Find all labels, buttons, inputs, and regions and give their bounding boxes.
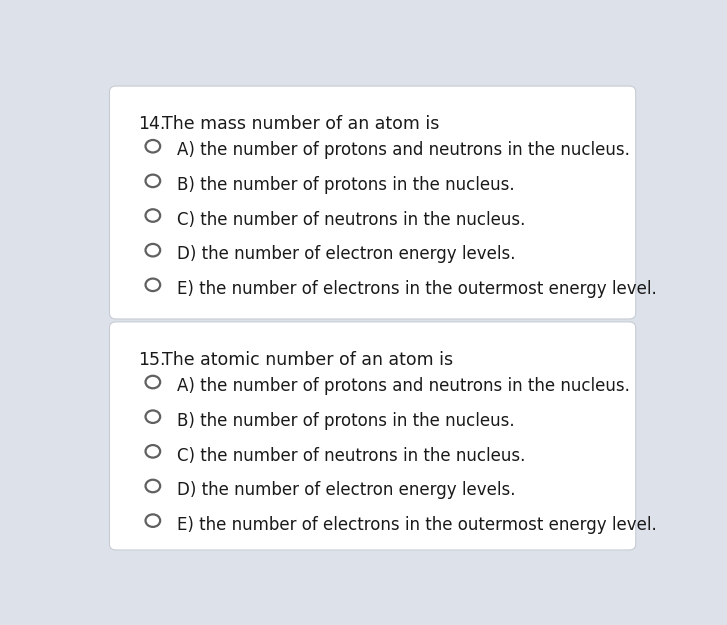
- Circle shape: [145, 514, 160, 527]
- Circle shape: [145, 244, 160, 256]
- Text: The atomic number of an atom is: The atomic number of an atom is: [162, 351, 454, 369]
- FancyBboxPatch shape: [110, 86, 635, 319]
- Text: 15.: 15.: [137, 351, 165, 369]
- Text: C) the number of neutrons in the nucleus.: C) the number of neutrons in the nucleus…: [177, 446, 526, 464]
- Circle shape: [145, 376, 160, 388]
- Text: A) the number of protons and neutrons in the nucleus.: A) the number of protons and neutrons in…: [177, 378, 630, 395]
- Circle shape: [145, 279, 160, 291]
- Text: E) the number of electrons in the outermost energy level.: E) the number of electrons in the outerm…: [177, 516, 656, 534]
- Circle shape: [145, 480, 160, 492]
- Text: A) the number of protons and neutrons in the nucleus.: A) the number of protons and neutrons in…: [177, 141, 630, 159]
- Circle shape: [145, 209, 160, 222]
- Text: B) the number of protons in the nucleus.: B) the number of protons in the nucleus.: [177, 176, 515, 194]
- Text: C) the number of neutrons in the nucleus.: C) the number of neutrons in the nucleus…: [177, 211, 526, 229]
- Circle shape: [145, 140, 160, 152]
- Text: D) the number of electron energy levels.: D) the number of electron energy levels.: [177, 481, 515, 499]
- Text: 14.: 14.: [137, 115, 165, 133]
- Circle shape: [145, 445, 160, 458]
- Text: E) the number of electrons in the outermost energy level.: E) the number of electrons in the outerm…: [177, 280, 656, 298]
- Circle shape: [145, 411, 160, 423]
- Circle shape: [145, 174, 160, 187]
- FancyBboxPatch shape: [110, 322, 635, 550]
- Text: The mass number of an atom is: The mass number of an atom is: [162, 115, 440, 133]
- Text: B) the number of protons in the nucleus.: B) the number of protons in the nucleus.: [177, 412, 515, 430]
- Text: D) the number of electron energy levels.: D) the number of electron energy levels.: [177, 246, 515, 263]
